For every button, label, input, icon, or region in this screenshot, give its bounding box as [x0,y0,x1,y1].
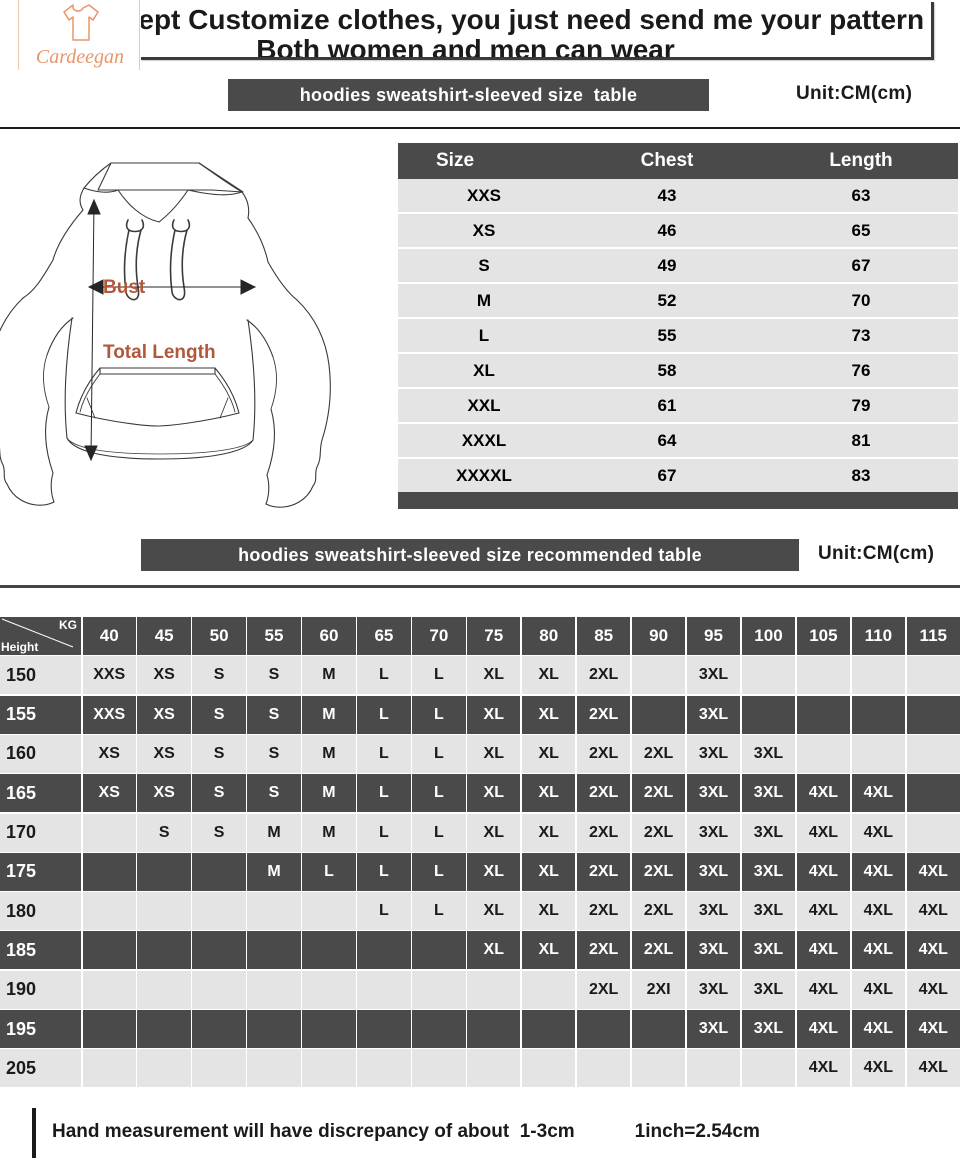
svg-text:Total Length: Total Length [103,342,216,363]
svg-text:Bust: Bust [103,277,146,298]
